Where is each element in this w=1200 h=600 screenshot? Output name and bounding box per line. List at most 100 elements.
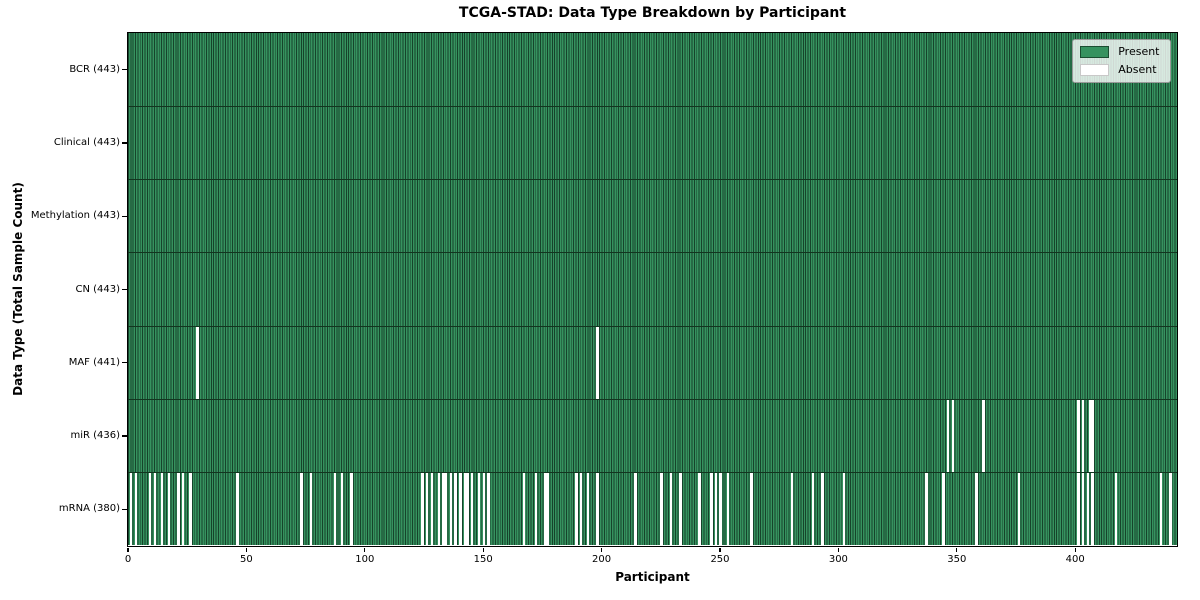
absent-stripe [309, 473, 313, 546]
absent-stripe [942, 473, 945, 546]
absent-stripe [444, 473, 448, 546]
absent-stripe [487, 473, 490, 546]
y-tick-label: MAF (441) [68, 356, 120, 368]
heatmap-row-maf [127, 325, 1177, 399]
x-tick-label: 0 [124, 554, 132, 565]
absent-stripe [477, 473, 481, 546]
absent-stripe [726, 473, 730, 546]
x-tick-mark [482, 547, 484, 552]
legend: Present Absent [1072, 38, 1171, 83]
absent-stripe [454, 473, 457, 546]
absent-stripe [160, 473, 164, 546]
absent-stripe [177, 473, 180, 546]
chart-title: TCGA-STAD: Data Type Breakdown by Partic… [458, 5, 847, 21]
absent-stripe [1114, 473, 1118, 546]
plot-area: Present Absent [126, 31, 1178, 547]
absent-stripe [1159, 473, 1163, 546]
absent-stripe [634, 473, 637, 546]
x-tick-mark [127, 547, 129, 552]
y-tick-mark [122, 288, 127, 291]
y-tick-label: mRNA (380) [58, 503, 120, 515]
x-tick-mark [600, 547, 603, 552]
legend-entry: Absent [1080, 62, 1159, 76]
absent-stripe [153, 473, 157, 546]
absent-stripe [698, 473, 701, 546]
y-tick-label: BCR (443) [69, 63, 120, 75]
absent-stripe [421, 473, 424, 546]
absent-stripe [1017, 473, 1021, 546]
absent-stripe [522, 473, 526, 546]
absent-stripe [1081, 473, 1085, 546]
absent-stripe [534, 473, 538, 546]
absent-stripe [982, 399, 985, 473]
y-tick-label: Clinical (443) [53, 136, 120, 148]
legend-entry: Present [1080, 45, 1160, 58]
absent-stripe [1081, 399, 1085, 473]
x-tick-label: 300 [828, 554, 848, 565]
x-tick-label: 150 [473, 554, 493, 565]
y-tick-mark [122, 142, 127, 144]
y-tick-mark [122, 215, 127, 217]
legend-label: Absent [1118, 62, 1157, 76]
absent-stripe [1091, 473, 1094, 546]
absent-stripe [442, 473, 445, 546]
absent-stripe [714, 473, 718, 546]
absent-stripe [669, 473, 673, 546]
absent-stripe [1091, 399, 1094, 473]
absent-stripe [1088, 399, 1092, 473]
heatmap-row-bcr [127, 32, 1177, 106]
absent-stripe [1169, 473, 1172, 546]
absent-stripe [596, 326, 599, 399]
absent-stripe [1077, 473, 1080, 546]
heatmap-row-mrna [127, 472, 1177, 546]
y-tick-mark [122, 435, 127, 437]
x-tick-mark [956, 547, 958, 552]
x-axis-title: Participant [615, 570, 690, 584]
x-tick-mark [364, 547, 366, 552]
absent-stripe [449, 473, 453, 546]
absent-stripe [679, 473, 682, 546]
absent-stripe [596, 473, 599, 546]
legend-swatch-absent [1080, 63, 1110, 76]
absent-stripe [821, 473, 824, 546]
x-tick-label: 100 [355, 554, 375, 565]
y-tick-label: Methylation (443) [30, 210, 120, 222]
absent-stripe [350, 473, 353, 546]
absent-stripe [148, 473, 152, 546]
absent-stripe [719, 473, 722, 546]
absent-stripe [134, 473, 138, 546]
absent-stripe [660, 473, 663, 546]
x-tick-mark [837, 547, 839, 552]
y-tick-label: CN (443) [75, 283, 120, 295]
absent-stripe [975, 473, 978, 546]
heatmap-row-cn [127, 252, 1177, 326]
y-tick-mark [122, 362, 127, 364]
absent-stripe [946, 399, 950, 473]
y-tick-mark [122, 508, 127, 510]
absent-stripe [459, 473, 462, 546]
heatmap-row-clinical [127, 105, 1177, 180]
absent-stripe [466, 473, 469, 546]
absent-stripe [710, 473, 713, 546]
absent-stripe [196, 326, 199, 399]
absent-stripe [181, 473, 185, 546]
x-tick-mark [1074, 547, 1076, 552]
x-tick-label: 200 [592, 554, 612, 565]
absent-stripe [167, 473, 171, 546]
absent-stripe [430, 473, 434, 546]
absent-stripe [842, 473, 846, 546]
heatmap-row-methylation [127, 179, 1177, 253]
absent-stripe [340, 473, 344, 546]
x-tick-mark [719, 547, 721, 552]
absent-stripe [236, 473, 239, 546]
absent-stripe [575, 473, 578, 546]
heatmap-row-mir [127, 398, 1177, 473]
absent-stripe [463, 473, 467, 546]
x-tick-label: 250 [710, 554, 730, 565]
absent-stripe [482, 473, 486, 546]
x-tick-mark [245, 547, 247, 552]
absent-stripe [333, 473, 336, 546]
absent-stripe [925, 473, 928, 546]
x-tick-label: 50 [240, 554, 253, 565]
